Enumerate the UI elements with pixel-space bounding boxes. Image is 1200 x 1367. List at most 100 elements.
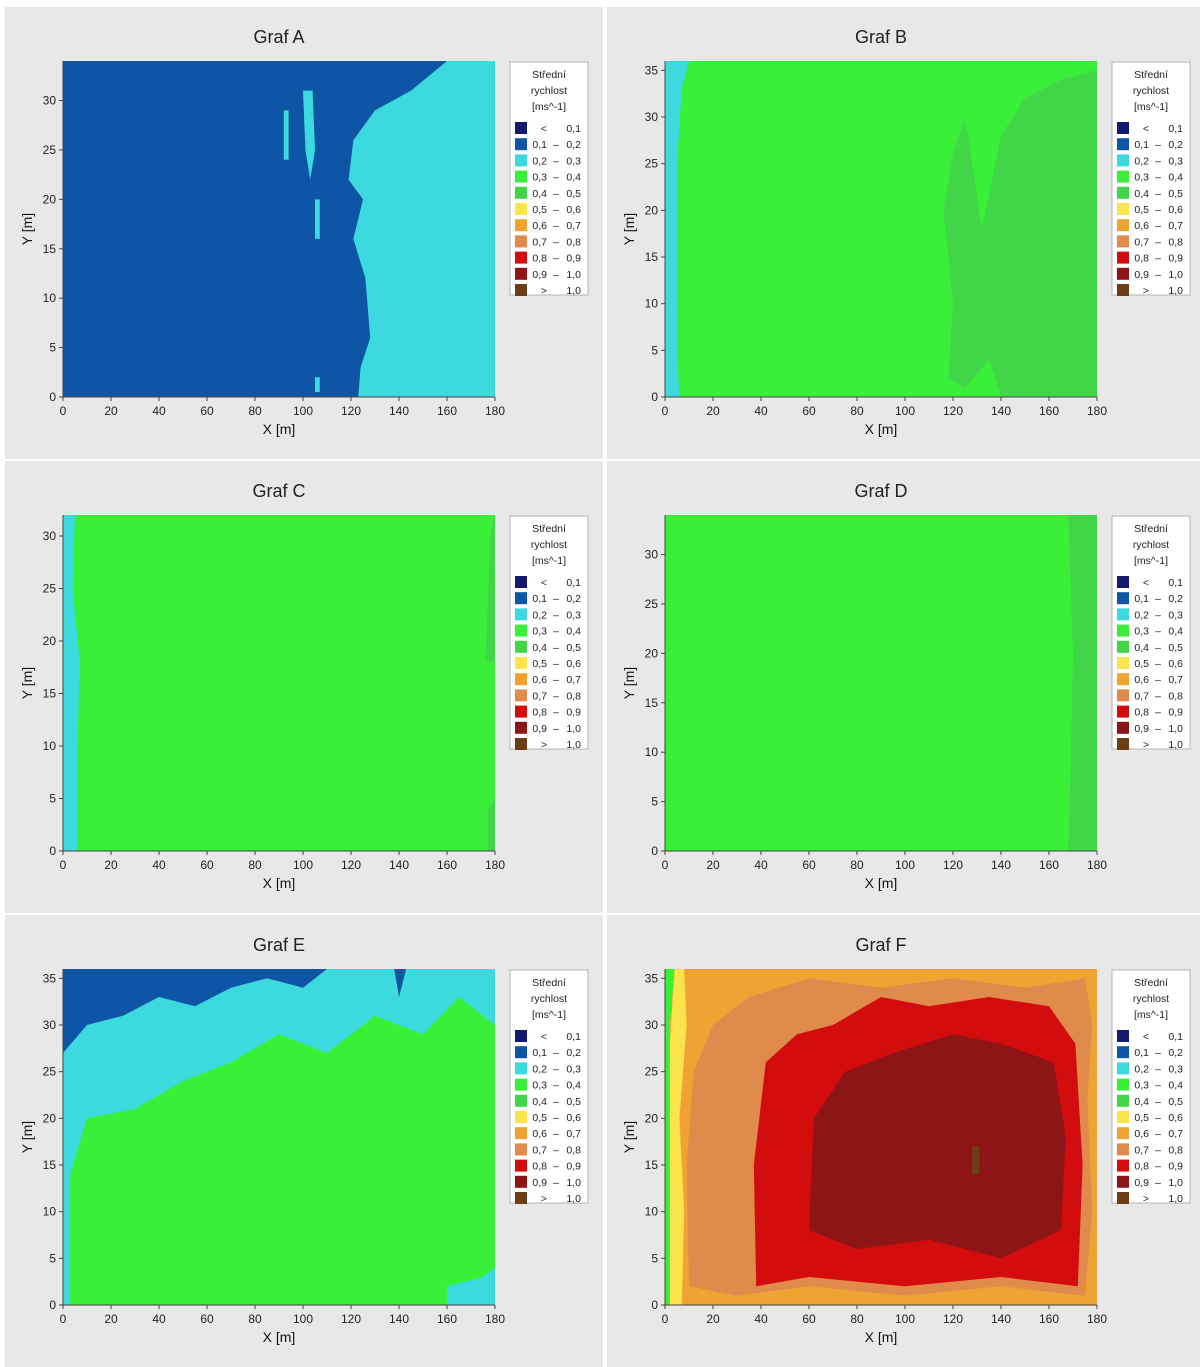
legend-range-dash: – xyxy=(1155,269,1161,281)
legend-range-low: > xyxy=(541,739,547,751)
contour-plot-f: Graf F 0 20 40 60 80 100 120 140 160 180 0 5 10 15 20 25… xyxy=(621,935,1191,1345)
legend-range-high: 0,5 xyxy=(1168,1096,1183,1108)
legend-range-high: 1,0 xyxy=(566,723,581,735)
legend-range-dash: – xyxy=(553,1177,559,1189)
y-axis-label: Y [m] xyxy=(621,1121,637,1153)
chart-panel-a: Graf A 0 20 40 60 80 100 120 140 160 180 0 5 10 15 20 25… xyxy=(5,7,603,459)
legend-range-low: 0,6 xyxy=(1134,220,1149,232)
legend-range-low: 0,1 xyxy=(532,139,547,151)
x-axis-label: X [m] xyxy=(263,1329,296,1345)
x-tick-label: 40 xyxy=(754,404,768,418)
y-tick-label: 25 xyxy=(43,582,57,596)
y-tick-label: 10 xyxy=(43,739,57,753)
legend-range-low: 0,8 xyxy=(1134,1161,1149,1173)
contour-region xyxy=(63,969,327,1053)
x-tick-label: 140 xyxy=(389,404,409,418)
legend-range-low: < xyxy=(541,577,547,589)
legend-range-high: 0,6 xyxy=(1168,1112,1183,1124)
x-tick-label: 100 xyxy=(293,858,313,872)
legend-range-low: 0,5 xyxy=(1134,658,1149,670)
legend-range-dash: – xyxy=(553,593,559,605)
legend-title: Střední xyxy=(532,523,566,535)
legend-range-high: 0,8 xyxy=(1168,690,1183,702)
legend-swatch xyxy=(1117,576,1129,588)
legend-swatch xyxy=(515,1159,527,1172)
legend-swatch xyxy=(1117,203,1129,215)
legend-range-high: 1,0 xyxy=(1168,1193,1183,1205)
legend-range-dash: – xyxy=(1155,707,1161,719)
legend-range-high: 0,9 xyxy=(566,1161,581,1173)
x-tick-label: 80 xyxy=(850,858,864,872)
contour-regions xyxy=(1068,515,1097,851)
legend-swatch xyxy=(1117,1143,1129,1156)
legend-range-high: 0,2 xyxy=(566,1047,581,1059)
legend-swatch xyxy=(515,122,527,134)
legend-swatch xyxy=(515,154,527,167)
legend-range-dash: – xyxy=(553,1144,559,1156)
legend-swatch xyxy=(1117,1062,1129,1075)
contour-plot-c: Graf C 0 20 40 60 80 100 120 140 160 180 0 5 10 15 20 25… xyxy=(19,481,589,891)
y-tick-label: 5 xyxy=(49,792,56,806)
legend-range-dash: – xyxy=(1155,139,1161,151)
legend-swatch xyxy=(515,1094,527,1107)
legend-range-dash: – xyxy=(553,723,559,735)
x-tick-label: 160 xyxy=(437,404,457,418)
legend-range-low: > xyxy=(541,1193,547,1205)
x-axis-label: X [m] xyxy=(865,875,898,891)
y-tick-label: 15 xyxy=(43,1158,57,1172)
y-tick-label: 20 xyxy=(645,1111,659,1125)
legend-range-low: > xyxy=(541,285,547,297)
legend-swatch xyxy=(1117,721,1129,734)
legend-range-dash: – xyxy=(1155,723,1161,735)
legend-swatch xyxy=(515,721,527,734)
chart-panel-e: Graf E 0 20 40 60 80 100 120 140 160 180 0 5 10 15 20 25… xyxy=(5,915,603,1367)
chart-panel-f: Graf F 0 20 40 60 80 100 120 140 160 180 0 5 10 15 20 25… xyxy=(607,915,1200,1367)
contour-region xyxy=(1068,515,1097,851)
x-tick-label: 160 xyxy=(437,858,457,872)
contour-region xyxy=(348,61,495,397)
contour-region xyxy=(485,515,495,662)
x-tick-label: 180 xyxy=(1087,1312,1107,1326)
x-tick-label: 20 xyxy=(104,404,118,418)
legend-range-high: 0,3 xyxy=(1168,1063,1183,1075)
legend-range-high: 0,2 xyxy=(566,593,581,605)
legend-swatch xyxy=(1117,705,1129,718)
legend-swatch xyxy=(1117,689,1129,702)
x-tick-label: 60 xyxy=(200,404,214,418)
legend-range-dash: – xyxy=(1155,1112,1161,1124)
x-tick-label: 20 xyxy=(706,858,720,872)
legend-range-high: 0,7 xyxy=(566,220,581,232)
legend-range-low: 0,7 xyxy=(1134,1144,1149,1156)
x-tick-label: 40 xyxy=(754,1312,768,1326)
legend-range-high: 0,3 xyxy=(566,1063,581,1075)
legend-range-high: 0,4 xyxy=(1168,172,1183,184)
legend-range-dash: – xyxy=(1155,1096,1161,1108)
legend-range-dash: – xyxy=(553,658,559,670)
x-tick-label: 80 xyxy=(850,1312,864,1326)
y-tick-label: 5 xyxy=(49,1251,56,1265)
x-axis-label: X [m] xyxy=(263,875,296,891)
legend-range-high: 1,0 xyxy=(1168,739,1183,751)
legend-range-dash: – xyxy=(1155,204,1161,216)
chart-title: Graf B xyxy=(855,27,907,47)
legend-range-high: 0,1 xyxy=(1168,123,1183,135)
legend-range-dash: – xyxy=(553,609,559,621)
legend-range-low: 0,3 xyxy=(532,172,547,184)
legend-range-high: 0,8 xyxy=(566,1144,581,1156)
contour-region xyxy=(972,1146,980,1175)
legend-range-low: 0,7 xyxy=(532,1144,547,1156)
legend-range-dash: – xyxy=(1155,1063,1161,1075)
x-tick-label: 180 xyxy=(485,1312,505,1326)
legend-range-low: < xyxy=(1143,1031,1149,1043)
contour-regions xyxy=(665,969,1093,1305)
x-tick-label: 60 xyxy=(200,858,214,872)
contour-region xyxy=(394,209,399,239)
legend-swatch xyxy=(515,1078,527,1091)
legend-range-low: 0,1 xyxy=(1134,139,1149,151)
legend-range-low: 0,9 xyxy=(532,723,547,735)
legend-swatch xyxy=(515,1143,527,1156)
y-tick-label: 10 xyxy=(645,745,659,759)
x-tick-label: 120 xyxy=(943,858,963,872)
y-axis-label: Y [m] xyxy=(19,667,35,699)
